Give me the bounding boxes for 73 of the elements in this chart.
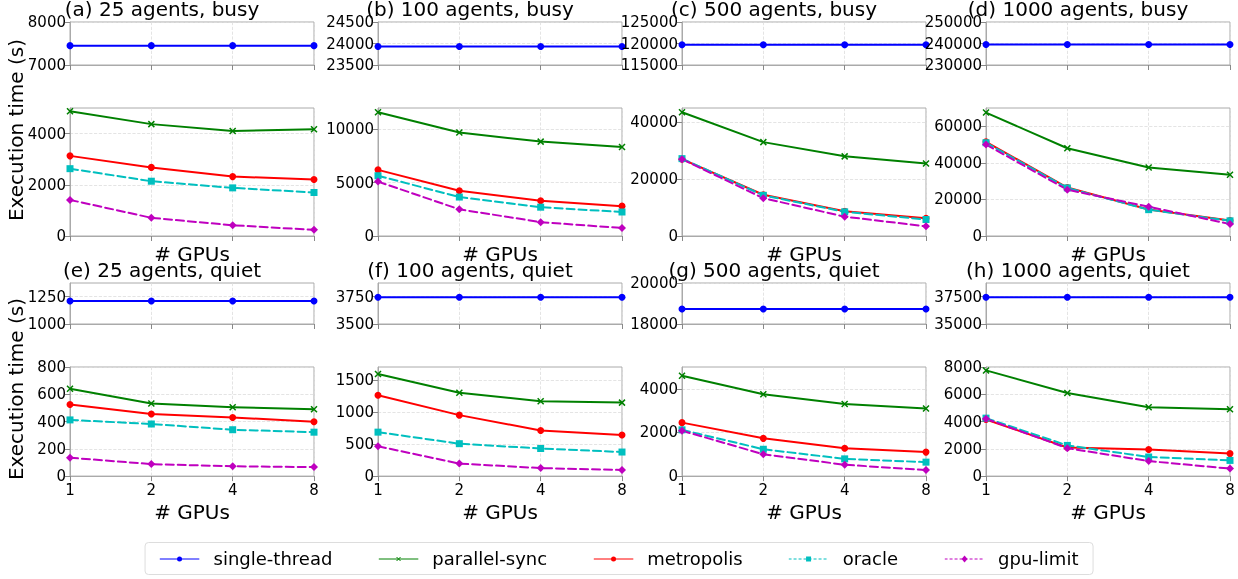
y-tick-label: 40000 bbox=[934, 153, 982, 172]
y-tick-label: 4000 bbox=[943, 412, 982, 431]
x-tick-label: 8 bbox=[617, 480, 627, 499]
y-tick-label: 800 bbox=[37, 358, 66, 376]
y-tick-label: 7000 bbox=[27, 56, 66, 74]
y-tick-label: 0 bbox=[56, 467, 66, 486]
y-tick-label: 115000 bbox=[620, 56, 678, 74]
y-tick-label: 2000 bbox=[639, 423, 678, 442]
x-tick-label: 2 bbox=[1062, 480, 1073, 499]
x-tick-label: 1 bbox=[65, 480, 75, 499]
y-tick-label: 20000 bbox=[934, 190, 982, 209]
y-axis-title: Execution time (s) bbox=[4, 38, 28, 221]
y-tick-label: 200 bbox=[37, 439, 66, 458]
y-tick-label: 2000 bbox=[27, 175, 66, 194]
x-axis-title: # GPUs bbox=[1070, 500, 1146, 524]
y-tick-label: 4000 bbox=[639, 379, 678, 398]
x-tick-label: 8 bbox=[309, 480, 319, 499]
y-tick-label: 1000 bbox=[335, 402, 374, 421]
legend-label: single-thread bbox=[213, 548, 333, 569]
y-tick-label: 3500 bbox=[335, 315, 374, 333]
x-tick-label: 4 bbox=[1143, 480, 1154, 499]
y-tick-label: 40000 bbox=[630, 113, 678, 132]
y-tick-label: 400 bbox=[37, 412, 66, 431]
y-tick-label: 120000 bbox=[620, 34, 678, 53]
y-tick-label: 37500 bbox=[934, 287, 982, 306]
legend-label: oracle bbox=[842, 548, 899, 569]
x-tick-label: 1 bbox=[373, 480, 383, 499]
y-tick-label: 1000 bbox=[27, 315, 66, 333]
y-tick-label: 3750 bbox=[335, 287, 374, 306]
x-tick-label: 4 bbox=[227, 480, 238, 499]
legend-label: metropolis bbox=[647, 548, 743, 569]
y-tick-label: 20000 bbox=[630, 170, 678, 189]
y-tick-label: 23500 bbox=[326, 56, 374, 74]
x-tick-label: 4 bbox=[839, 480, 850, 499]
y-tick-label: 230000 bbox=[924, 56, 982, 74]
y-tick-label: 60000 bbox=[934, 117, 982, 136]
y-tick-label: 24000 bbox=[326, 34, 374, 53]
y-tick-label: 600 bbox=[37, 385, 66, 404]
x-tick-label: 8 bbox=[1225, 480, 1235, 499]
x-tick-label: 2 bbox=[454, 480, 465, 499]
x-tick-label: 8 bbox=[921, 480, 931, 499]
y-tick-label: 1500 bbox=[335, 370, 374, 389]
y-tick-label: 0 bbox=[972, 227, 982, 245]
x-tick-label: 1 bbox=[981, 480, 991, 499]
y-tick-label: 0 bbox=[668, 467, 678, 486]
y-tick-label: 5000 bbox=[335, 173, 374, 192]
y-tick-label: 35000 bbox=[934, 315, 982, 333]
x-tick-label: 2 bbox=[758, 480, 769, 499]
x-axis-title: # GPUs bbox=[462, 500, 538, 524]
y-tick-label: 0 bbox=[56, 227, 66, 245]
y-tick-label: 1250 bbox=[27, 287, 66, 306]
x-tick-label: 2 bbox=[146, 480, 157, 499]
y-tick-label: 0 bbox=[364, 227, 374, 245]
y-tick-label: 18000 bbox=[630, 315, 678, 333]
y-tick-label: 6000 bbox=[943, 385, 982, 404]
y-tick-label: 4000 bbox=[27, 124, 66, 143]
legend-label: gpu-limit bbox=[998, 548, 1079, 569]
legend-label: parallel-sync bbox=[432, 548, 548, 569]
x-tick-label: 1 bbox=[677, 480, 687, 499]
y-tick-label: 0 bbox=[364, 467, 374, 486]
x-axis-title: # GPUs bbox=[154, 500, 230, 524]
y-tick-label: 0 bbox=[668, 227, 678, 245]
y-axis-title: Execution time (s) bbox=[4, 297, 28, 481]
y-tick-label: 500 bbox=[345, 435, 374, 454]
chart-title: (a) 25 agents, busy bbox=[64, 0, 260, 21]
y-tick-label: 0 bbox=[972, 467, 982, 486]
y-tick-label: 8000 bbox=[27, 13, 66, 31]
y-tick-label: 8000 bbox=[943, 358, 982, 376]
y-tick-label: 10000 bbox=[326, 120, 374, 139]
y-tick-label: 240000 bbox=[924, 34, 982, 53]
x-tick-label: 4 bbox=[535, 480, 546, 499]
y-tick-label: 2000 bbox=[943, 439, 982, 458]
x-axis-title: # GPUs bbox=[766, 500, 842, 524]
